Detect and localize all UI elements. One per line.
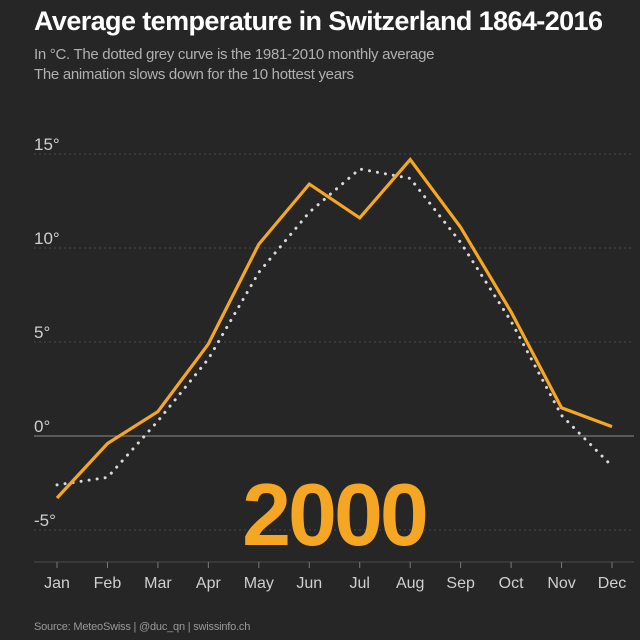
x-tick-label: Jul — [350, 575, 370, 592]
chart-subtitle: In °C. The dotted grey curve is the 1981… — [34, 45, 434, 85]
y-tick-label: 0° — [34, 417, 50, 436]
subtitle-line-1: In °C. The dotted grey curve is the 1981… — [34, 46, 435, 63]
x-tick-label: Dec — [598, 575, 626, 592]
x-tick-label: Apr — [196, 575, 222, 592]
x-tick-label: Oct — [499, 575, 524, 592]
subtitle-line-2: The animation slows down for the 10 hott… — [34, 66, 354, 83]
year-label: 2000 — [242, 465, 426, 564]
x-tick-label: Aug — [396, 575, 424, 592]
y-tick-label: 5° — [34, 323, 50, 342]
x-tick-label: Nov — [547, 575, 575, 592]
y-axis-ticks: -5° 0° 5° 10° 15° — [34, 135, 60, 530]
series-layer — [55, 157, 614, 500]
x-tick-label: Sep — [446, 575, 475, 592]
x-tick-label: Feb — [94, 575, 122, 592]
average-1981-2010-line — [55, 167, 614, 487]
x-tick-label: Mar — [144, 575, 172, 592]
x-tick-label: Jan — [44, 575, 70, 592]
y-tick-label: -5° — [34, 511, 56, 530]
y-tick-label: 10° — [34, 229, 60, 248]
year-temperature-line — [55, 157, 613, 500]
x-tick-label: Jun — [296, 575, 322, 592]
y-tick-label: 15° — [34, 135, 60, 154]
chart-title: Average temperature in Switzerland 1864-… — [34, 6, 603, 36]
x-tick-label: May — [244, 575, 274, 592]
source-credit: Source: MeteoSwiss | @duc_qn | swissinfo… — [34, 621, 251, 633]
grid-layer — [34, 153, 634, 563]
x-axis-ticks: Jan Feb Mar Apr May Jun Jul Aug Sep Oct Nov Dec — [44, 562, 626, 592]
